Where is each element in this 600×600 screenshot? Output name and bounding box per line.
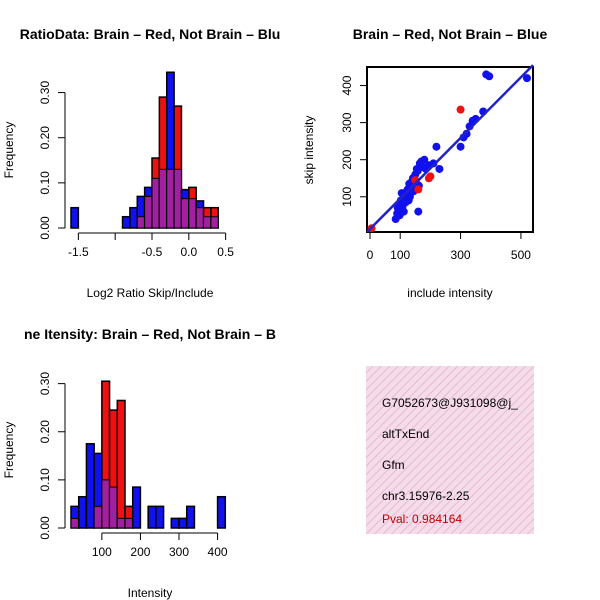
intensity-hist-ylabel: Frequency xyxy=(2,422,16,479)
ratio-hist-overlap-3 xyxy=(136,216,146,229)
scatter-xlabel: include intensity xyxy=(407,286,492,300)
ratio-hist-ylabel: Frequency xyxy=(2,122,16,179)
scatter-xtick-label-2: 300 xyxy=(451,248,471,262)
intensity-hist-bar-11 xyxy=(155,505,165,529)
intensity-hist-xtick-label-0: 100 xyxy=(92,545,112,559)
intensity-hist-bar-1 xyxy=(77,495,88,529)
intensity-hist-bar-10 xyxy=(147,505,157,529)
scatter-ytick-label-2: 300 xyxy=(340,112,354,132)
intensity-hist-bar-13 xyxy=(170,517,180,529)
intensity-scatter: Brain – Red, Not Brain – Blue 0 100 300 500… xyxy=(302,26,547,300)
scatter-ytick-label-3: 400 xyxy=(340,75,354,95)
ratio-hist-xtick-label-3: 0.0 xyxy=(180,245,197,259)
ratio-hist-xlabel: Log2 Ratio Skip/Include xyxy=(87,286,214,300)
intensity-hist-bars xyxy=(70,380,227,529)
ratio-hist-overlap-4 xyxy=(144,195,153,229)
scatter-ytick-label-1: 200 xyxy=(340,149,354,169)
scatter-xtick-label-3: 500 xyxy=(511,248,531,262)
scatter-box xyxy=(366,66,534,233)
ratio-hist-overlap-5 xyxy=(151,177,160,229)
scatter-point-blue-10 xyxy=(399,207,408,216)
info-location: chr3.15976-2.25 xyxy=(382,489,470,503)
intensity-histogram: ne Itensity: Brain – Red, Not Brain – B … xyxy=(2,326,276,600)
intensity-hist-title: ne Itensity: Brain – Red, Not Brain – B xyxy=(24,326,276,342)
scatter-point-blue-40 xyxy=(456,142,465,151)
scatter-axes: 0 100 300 500 100 200 300 400 xyxy=(340,75,531,262)
scatter-point-blue-37 xyxy=(429,159,438,168)
scatter-point-blue-39 xyxy=(435,164,444,173)
ratio-hist-overlap-6 xyxy=(158,168,168,229)
intensity-hist-overlap-5 xyxy=(109,486,118,529)
scatter-point-blue-42 xyxy=(462,129,471,138)
intensity-hist-bar-14 xyxy=(178,517,188,529)
intensity-hist-ytick-label-0: 0.00 xyxy=(38,516,52,540)
ratio-hist-axes: -1.5 -0.5 0.0 0.5 0.00 0.10 0.20 0.30 xyxy=(38,81,234,259)
scatter-point-blue-34 xyxy=(420,155,429,164)
intensity-hist-ytick-label-1: 0.10 xyxy=(38,468,52,492)
ratio-hist-ytick-label-2: 0.20 xyxy=(38,126,52,150)
ratio-hist-bar-2 xyxy=(129,206,139,229)
ratio-hist-title: RatioData: Brain – Red, Not Brain – Blu xyxy=(20,26,281,42)
info-panel: G7052673@J931098@j_ altTxEnd Gfm chr3.15… xyxy=(366,366,534,534)
ratio-hist-ytick-label-0: 0.00 xyxy=(38,216,52,240)
ratio-hist-ytick-label-3: 0.30 xyxy=(38,81,52,105)
intensity-hist-xtick-label-2: 300 xyxy=(169,545,189,559)
ratio-hist-overlap-13 xyxy=(210,216,219,229)
info-panel-bg xyxy=(366,366,534,534)
ratio-hist-xtick-label-0: -1.5 xyxy=(68,245,89,259)
intensity-hist-overlap-7 xyxy=(124,517,134,529)
info-probe-id: G7052673@J931098@j_ xyxy=(382,396,518,410)
ratio-hist-ytick-label-1: 0.10 xyxy=(38,171,52,195)
intensity-hist-xlabel: Intensity xyxy=(128,586,173,600)
intensity-hist-xtick-label-3: 400 xyxy=(208,545,228,559)
ratio-hist-overlap-7 xyxy=(166,168,175,229)
scatter-point-blue-49 xyxy=(522,74,531,83)
intensity-hist-overlap-0 xyxy=(70,517,80,529)
scatter-fit-line xyxy=(366,64,534,233)
scatter-title: Brain – Red, Not Brain – Blue xyxy=(353,26,548,42)
scatter-points xyxy=(366,64,534,233)
ratio-hist-overlap-11 xyxy=(195,207,205,229)
ratio-hist-bar-1 xyxy=(121,215,131,229)
intensity-hist-bar-2 xyxy=(85,443,95,529)
ratio-hist-overlap-10 xyxy=(188,198,197,229)
scatter-point-blue-29 xyxy=(414,207,423,216)
scatter-point-blue-38 xyxy=(432,142,441,151)
intensity-hist-bar-6 xyxy=(116,399,126,529)
intensity-hist-bar-8 xyxy=(131,486,142,529)
ratio-hist-bar-0 xyxy=(70,206,80,229)
info-event-type: altTxEnd xyxy=(382,427,429,441)
scatter-xtick-label-0: 0 xyxy=(367,248,374,262)
ratio-hist-overlap-8 xyxy=(173,168,182,229)
intensity-hist-ytick-label-2: 0.20 xyxy=(38,420,52,444)
scatter-point-blue-48 xyxy=(485,72,494,81)
ratio-histogram: RatioData: Brain – Red, Not Brain – Blu … xyxy=(2,26,280,300)
scatter-point-red-2 xyxy=(414,185,423,194)
intensity-hist-ytick-label-3: 0.30 xyxy=(38,372,52,396)
intensity-hist-axes: 100 200 300 400 0.00 0.10 0.20 0.30 xyxy=(38,372,228,559)
ratio-hist-overlap-12 xyxy=(203,216,212,229)
intensity-hist-xtick-label-1: 200 xyxy=(130,545,150,559)
scatter-ytick-label-0: 100 xyxy=(340,186,354,206)
info-pval: Pval: 0.984164 xyxy=(382,512,462,526)
intensity-hist-bar-15 xyxy=(185,505,196,529)
intensity-hist-overlap-6 xyxy=(116,517,126,529)
intensity-hist-bar-19 xyxy=(216,495,227,529)
scatter-ylabel: skip intensity xyxy=(302,116,316,185)
ratio-hist-xtick-label-4: 0.5 xyxy=(217,245,234,259)
scatter-point-red-4 xyxy=(426,172,435,181)
info-gene: Gfm xyxy=(382,458,405,472)
ratio-hist-overlap-9 xyxy=(180,198,190,229)
ratio-hist-bars xyxy=(70,71,220,229)
scatter-point-red-5 xyxy=(456,105,465,114)
ratio-hist-xtick-label-2: -0.5 xyxy=(142,245,163,259)
intensity-hist-overlap-3 xyxy=(93,505,103,529)
intensity-hist-overlap-4 xyxy=(101,479,111,529)
scatter-xtick-label-1: 100 xyxy=(390,248,410,262)
